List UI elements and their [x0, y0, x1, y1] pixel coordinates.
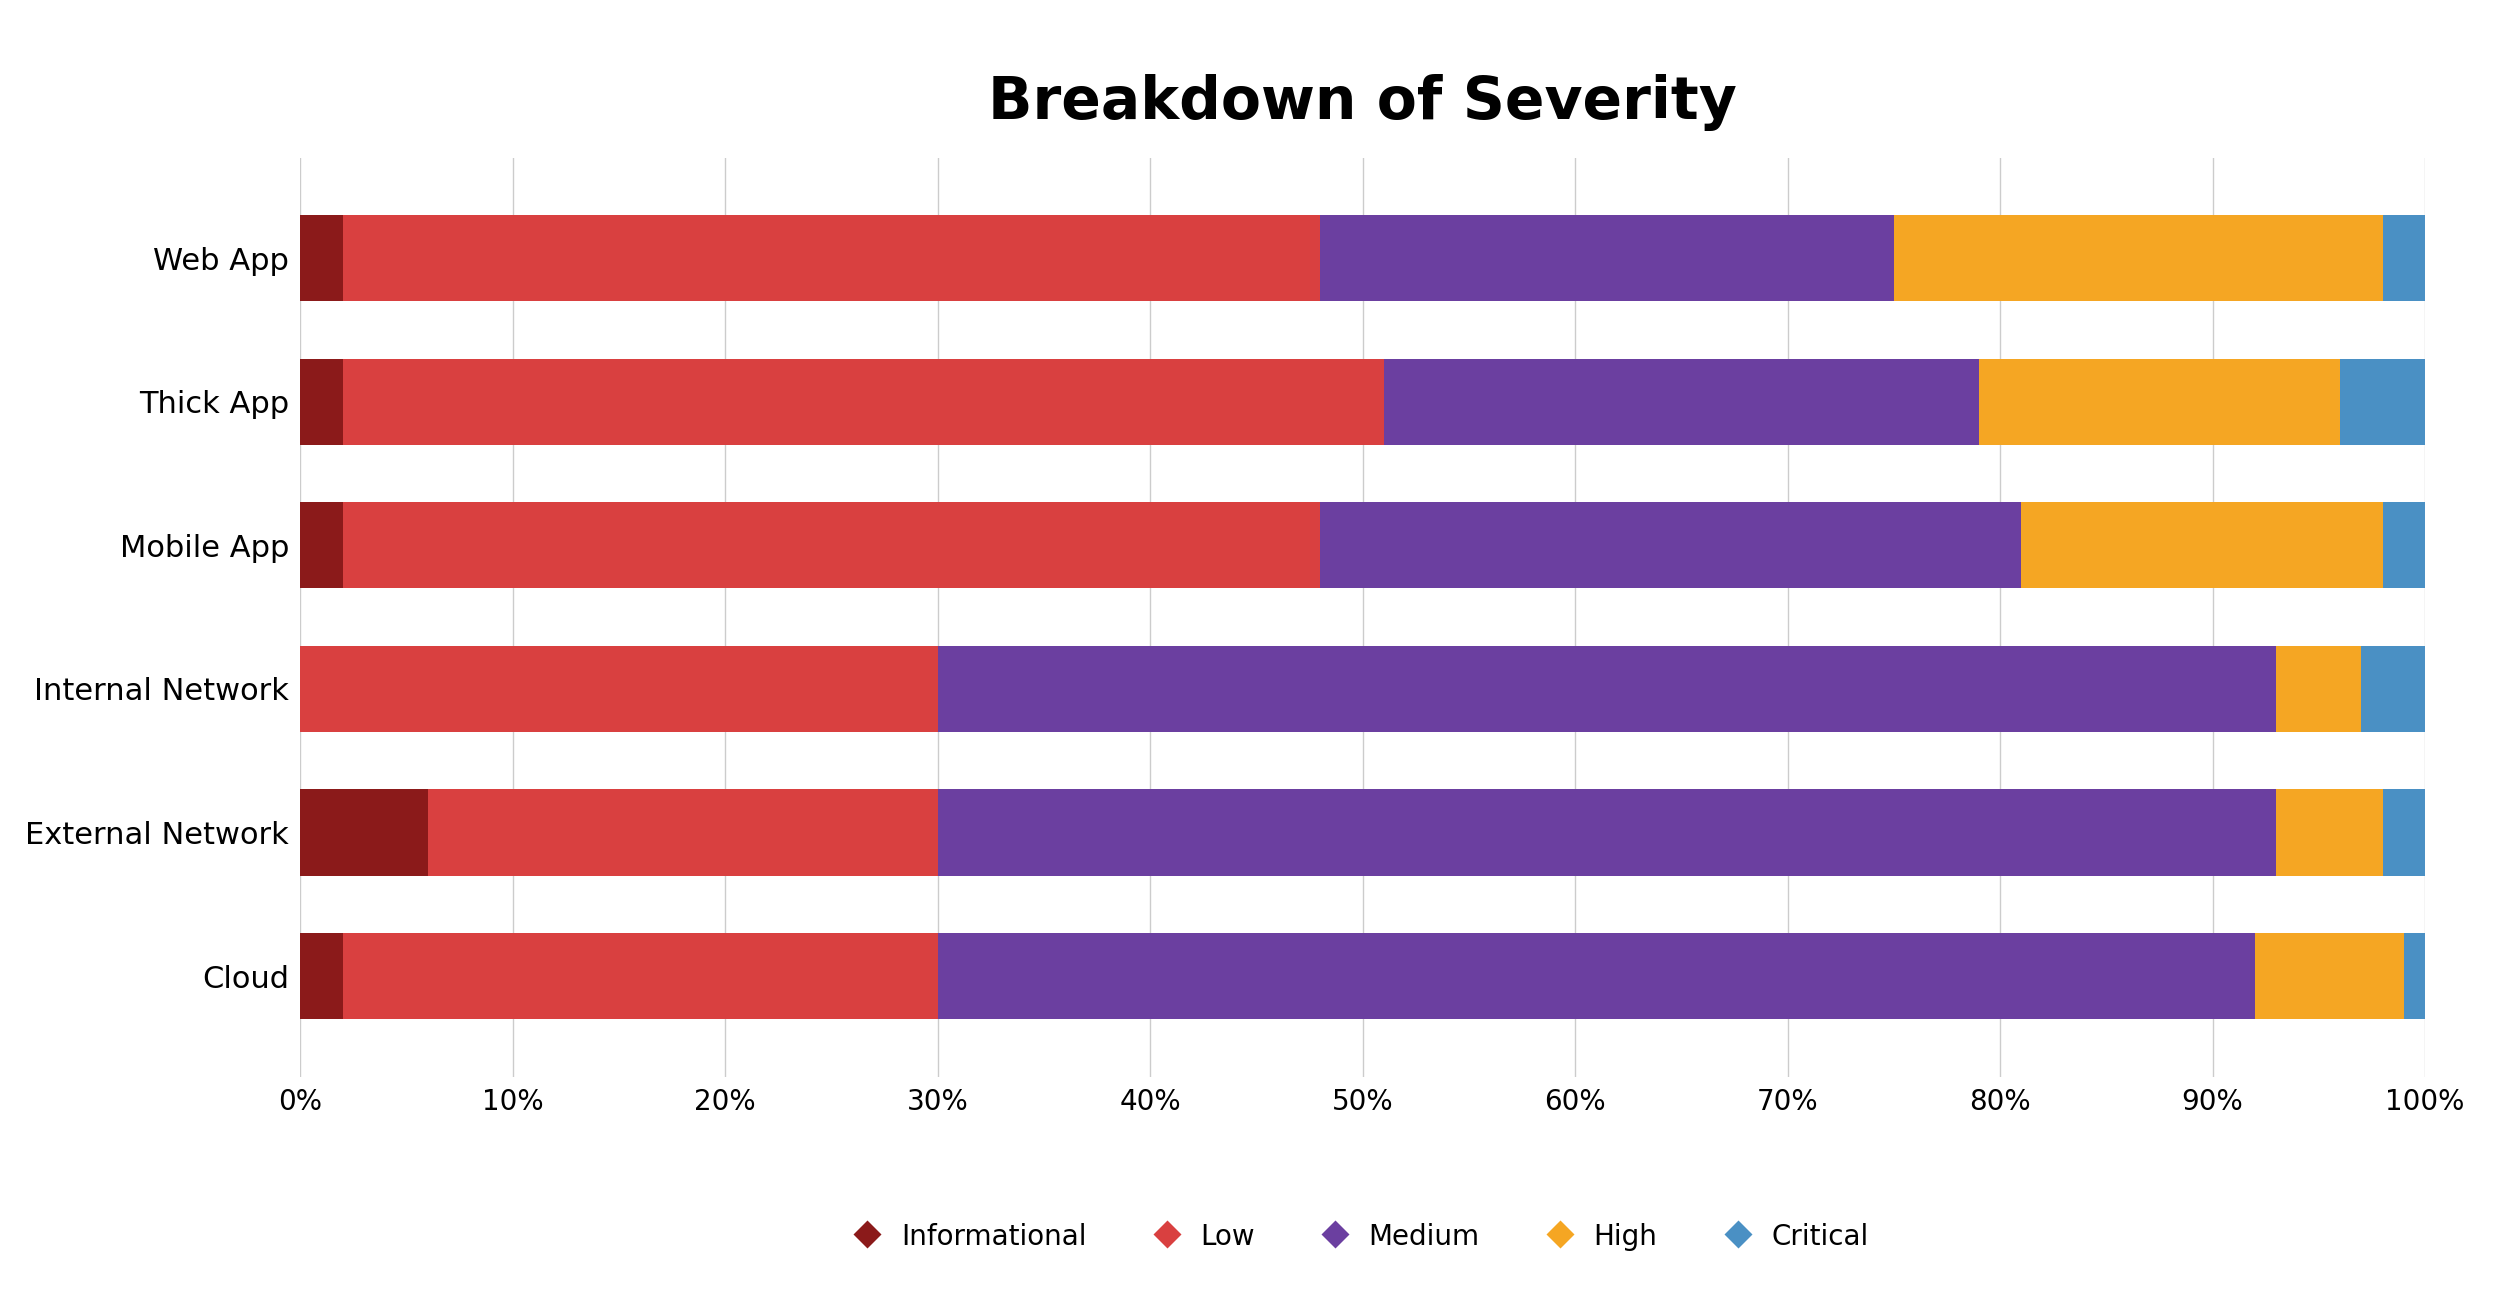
Bar — [428, 789, 938, 876]
Bar — [2382, 502, 2425, 588]
Bar — [938, 646, 2278, 731]
Bar — [342, 502, 1320, 588]
Bar — [300, 215, 343, 301]
Bar — [2255, 934, 2405, 1019]
Bar — [2360, 646, 2425, 731]
Bar — [300, 646, 938, 731]
Bar — [300, 358, 343, 445]
Bar — [2405, 934, 2425, 1019]
Bar — [1895, 215, 2382, 301]
Bar — [342, 358, 1385, 445]
Bar — [2278, 789, 2382, 876]
Bar — [342, 215, 1320, 301]
Bar — [1320, 215, 1895, 301]
Bar — [300, 789, 428, 876]
Bar — [2382, 215, 2425, 301]
Bar — [1320, 502, 2020, 588]
Bar — [1385, 358, 1980, 445]
Legend: Informational, Low, Medium, High, Critical: Informational, Low, Medium, High, Critic… — [842, 1209, 1882, 1264]
Bar — [1980, 358, 2340, 445]
Bar — [938, 934, 2255, 1019]
Bar — [2020, 502, 2382, 588]
Bar — [938, 789, 2278, 876]
Bar — [300, 502, 343, 588]
Title: Breakdown of Severity: Breakdown of Severity — [988, 74, 1738, 131]
Bar — [300, 934, 343, 1019]
Bar — [2340, 358, 2425, 445]
Bar — [2278, 646, 2360, 731]
Bar — [342, 934, 938, 1019]
Bar — [2382, 789, 2425, 876]
